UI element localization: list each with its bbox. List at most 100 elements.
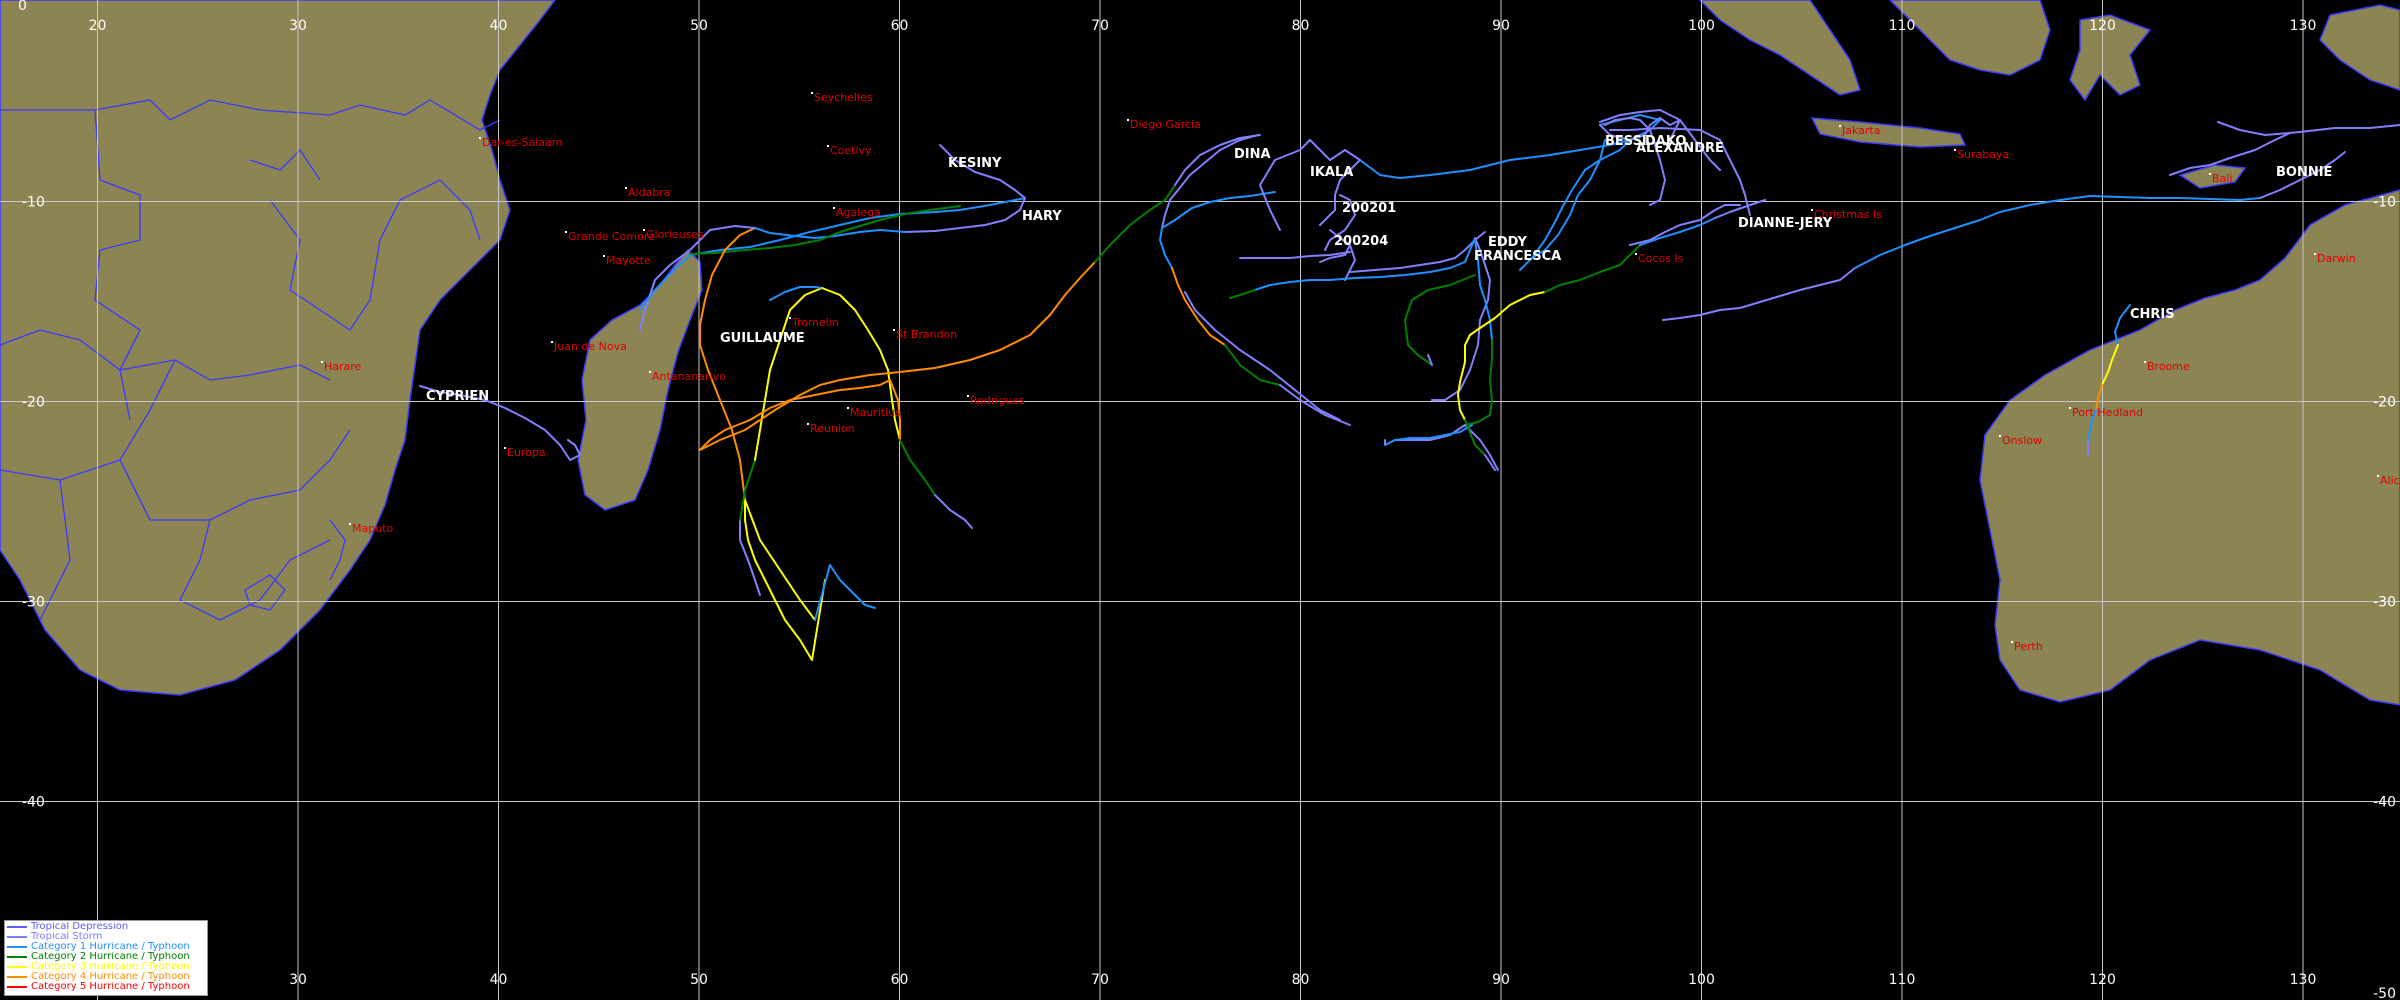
lat-tick-right: -30 <box>2373 595 2396 611</box>
legend-item: Tropical Storm <box>7 932 207 942</box>
track-hary <box>904 197 1026 233</box>
place-grande-comore: Grande Comore <box>565 230 655 243</box>
place-name: Reunion <box>810 422 855 435</box>
place-tromelin: Tromelin <box>789 316 839 329</box>
track-dina <box>1279 384 1351 426</box>
track-francesca <box>1714 199 1766 219</box>
storm-label-hary: HARY <box>1022 209 1062 224</box>
track-chris <box>2101 344 2119 386</box>
storm-label-dianne-jery: DIANNE-JERY <box>1738 216 1833 231</box>
lon-tick-bottom: 110 <box>1889 972 1916 988</box>
place-marker <box>2377 475 2379 477</box>
legend-item: Category 4 Hurricane / Typhoon <box>7 972 207 982</box>
place-marker <box>2314 253 2316 255</box>
track-kesiny <box>939 144 1026 199</box>
place-coetivy: Coetivy <box>827 144 872 157</box>
lat-tick-right: -40 <box>2373 795 2396 811</box>
track-dina <box>1159 227 1173 269</box>
lon-tick-bottom: 30 <box>289 972 307 988</box>
legend-label: Category 2 Hurricane / Typhoon <box>31 952 190 962</box>
place-name: St Brandon <box>896 328 957 341</box>
place-dar-es-salaam: Dar-es-Salaam <box>479 136 562 149</box>
track-200204 <box>1319 229 1351 263</box>
place-marker <box>789 317 791 319</box>
track-ikala <box>1259 139 1311 231</box>
storm-label-alexandre: ALEXANDRE <box>1636 141 1724 156</box>
lat-tick-left: 0 <box>18 0 27 14</box>
place-marker <box>479 137 481 139</box>
place-diego-garcia: Diego Garcia <box>1127 118 1201 131</box>
track-ikala <box>1319 209 1336 226</box>
lon-tick-top: 60 <box>891 18 909 34</box>
track-hary-southeast <box>814 564 876 621</box>
legend-swatch <box>7 956 27 958</box>
track-guillaume <box>1094 184 1176 263</box>
storm-label-cyprien: CYPRIEN <box>426 389 489 404</box>
legend-swatch <box>7 976 27 978</box>
land-masses <box>0 0 2400 706</box>
legend-label: Category 1 Hurricane / Typhoon <box>31 942 190 952</box>
track-dina <box>1161 199 1171 229</box>
track-francesca <box>1474 239 1493 341</box>
track-chris <box>2114 304 2131 346</box>
place-name: Jakarta <box>1841 124 1880 137</box>
lat-tick-right: -10 <box>2373 195 2396 211</box>
lat-tick-right: -20 <box>2373 395 2396 411</box>
track-200201 <box>1239 251 1351 259</box>
storm-label-kesiny: KESINY <box>948 156 1002 171</box>
lesotho-border <box>244 574 286 611</box>
africa-landmass <box>0 0 556 696</box>
place-name: Juan de Nova <box>553 340 627 353</box>
legend-item: Category 1 Hurricane / Typhoon <box>7 942 207 952</box>
place-name: Coetivy <box>830 144 872 157</box>
track-guillaume <box>739 519 761 596</box>
storm-label-chris: CHRIS <box>2130 307 2175 322</box>
border-line <box>0 99 501 131</box>
lon-tick-top: 50 <box>690 18 708 34</box>
place-agalega: Agalega <box>833 206 881 219</box>
track-alexandre <box>1609 127 1751 216</box>
border-line <box>269 199 381 331</box>
place-marker <box>827 145 829 147</box>
track-ikala-loop <box>1599 117 1681 141</box>
lon-tick-bottom: 70 <box>1091 972 1109 988</box>
track-hary-southeast <box>744 499 816 621</box>
storm-label-bessi: BESSI <box>1605 134 1647 149</box>
place-name: Dar-es-Salaam <box>482 136 562 149</box>
lon-tick-bottom: 100 <box>1688 972 1715 988</box>
storm-label-ikala: IKALA <box>1310 165 1353 180</box>
place-marker <box>643 229 645 231</box>
lon-tick-top: 100 <box>1688 18 1715 34</box>
track-ikala <box>1309 139 1361 161</box>
lon-tick-top: 40 <box>490 18 508 34</box>
place-name: Grande Comore <box>568 230 655 243</box>
place-marker <box>1127 119 1129 121</box>
lat-tick-right: -50 <box>2373 986 2396 1000</box>
place-juan-de-nova: Juan de Nova <box>551 340 627 353</box>
track-dianne-jery <box>1629 204 1741 246</box>
place-labels: Seychelles Coetivy Diego Garcia Dar-es-Sala… <box>321 91 2400 653</box>
track-francesca <box>1459 291 1546 383</box>
legend-item: Category 3 Hurricane / Typhoon <box>7 962 207 972</box>
track-guillaume <box>821 287 901 441</box>
legend-label: Category 5 Hurricane / Typhoon <box>31 982 190 992</box>
place-marker <box>2011 641 2013 643</box>
storm-label-bonnie: BONNIE <box>2276 165 2332 180</box>
lon-tick-bottom: 50 <box>690 972 708 988</box>
lat-tick-left: -30 <box>22 595 45 611</box>
track-eddy <box>1431 237 1491 401</box>
track-eddy <box>1427 354 1433 366</box>
track-francesca <box>1464 339 1493 426</box>
lon-tick-bottom: 120 <box>2089 972 2116 988</box>
place-name: Bali <box>2212 172 2232 185</box>
place-mayotte: Mayotte <box>603 254 651 267</box>
place-name: Mauritius <box>850 406 901 419</box>
border-line <box>179 519 331 621</box>
legend-swatch <box>7 946 27 948</box>
lon-tick-bottom: 80 <box>1292 972 1310 988</box>
track-hary <box>639 225 756 331</box>
lon-tick-top: 30 <box>289 18 307 34</box>
place-marker <box>565 231 567 233</box>
track-ikala <box>1334 159 1361 211</box>
place-marker <box>504 447 506 449</box>
